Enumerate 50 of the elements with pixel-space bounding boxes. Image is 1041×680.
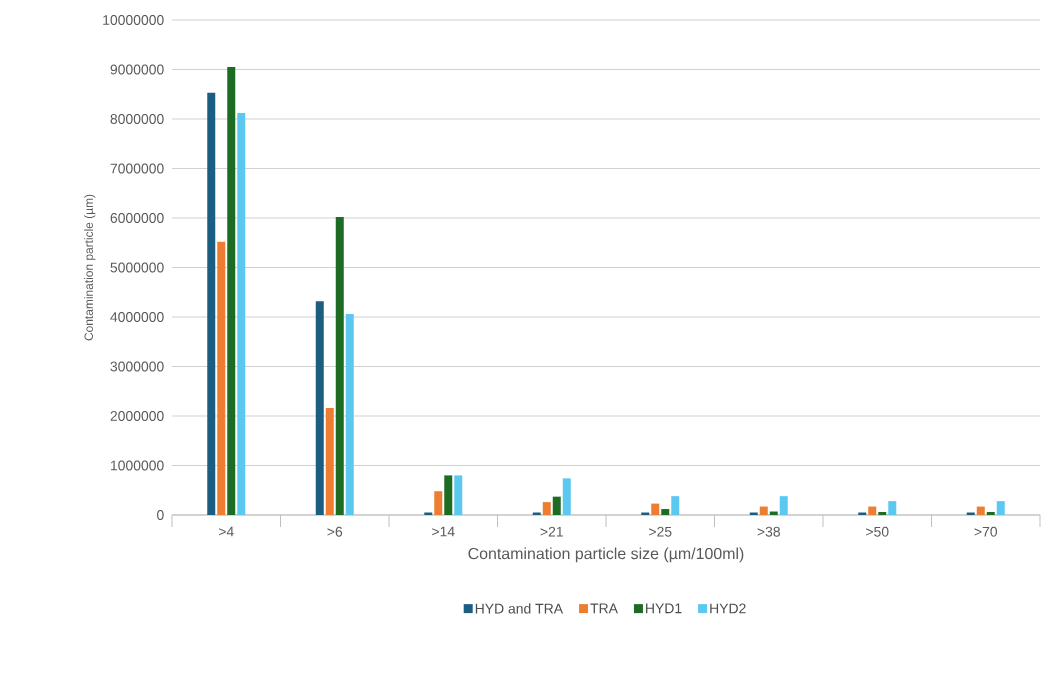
bar	[552, 496, 561, 515]
bar	[217, 241, 226, 515]
bar	[671, 496, 680, 515]
bar	[345, 314, 354, 515]
bar	[661, 509, 670, 515]
legend-label: HYD1	[646, 603, 682, 614]
bar	[207, 92, 216, 515]
bar	[779, 496, 788, 515]
bar	[878, 512, 887, 515]
bar	[868, 506, 877, 515]
x-tick-label: >70	[974, 526, 998, 537]
y-tick-label: 7000000	[110, 163, 164, 174]
bar	[759, 506, 768, 515]
y-tick-label: 9000000	[110, 64, 164, 75]
y-tick-label: 2000000	[110, 411, 164, 421]
x-axis-title: Contamination particle size (µm/100ml)	[468, 547, 744, 563]
y-tick-label: 6000000	[110, 213, 164, 223]
y-tick-label: 1000000	[111, 460, 164, 471]
x-tick-label: >14	[432, 526, 455, 537]
bar	[888, 501, 897, 515]
bar	[434, 491, 443, 515]
y-tick-label: 4000000	[110, 312, 164, 322]
bar	[315, 301, 324, 515]
x-tick-label: >50	[866, 526, 889, 537]
y-axis-title: Contamination particle (µm)	[84, 194, 96, 341]
x-tick-label: >4	[218, 526, 234, 537]
bar	[986, 512, 995, 515]
x-tick-label: >38	[757, 526, 780, 537]
y-tick-label: 10000000	[103, 15, 164, 25]
bar	[227, 67, 236, 515]
bar	[335, 216, 344, 515]
y-tick-label: 8000000	[110, 114, 164, 124]
bar	[237, 113, 246, 515]
bar	[562, 478, 571, 515]
bar	[976, 506, 985, 515]
y-tick-label: 0	[157, 510, 164, 520]
y-tick-label: 3000000	[110, 361, 164, 372]
legend-label: TRA	[590, 603, 618, 614]
x-tick-label: >21	[540, 526, 563, 537]
x-tick-label: >6	[327, 526, 343, 537]
bar	[454, 475, 463, 515]
bar	[542, 502, 551, 515]
x-tick-label: >25	[649, 526, 672, 537]
bar	[325, 408, 334, 515]
y-tick-label: 5000000	[110, 262, 164, 273]
legend-label: HYD and TRA	[475, 603, 564, 614]
bar	[651, 503, 660, 515]
bar	[996, 501, 1005, 515]
bar	[444, 475, 453, 515]
legend-label: HYD2	[710, 603, 746, 614]
